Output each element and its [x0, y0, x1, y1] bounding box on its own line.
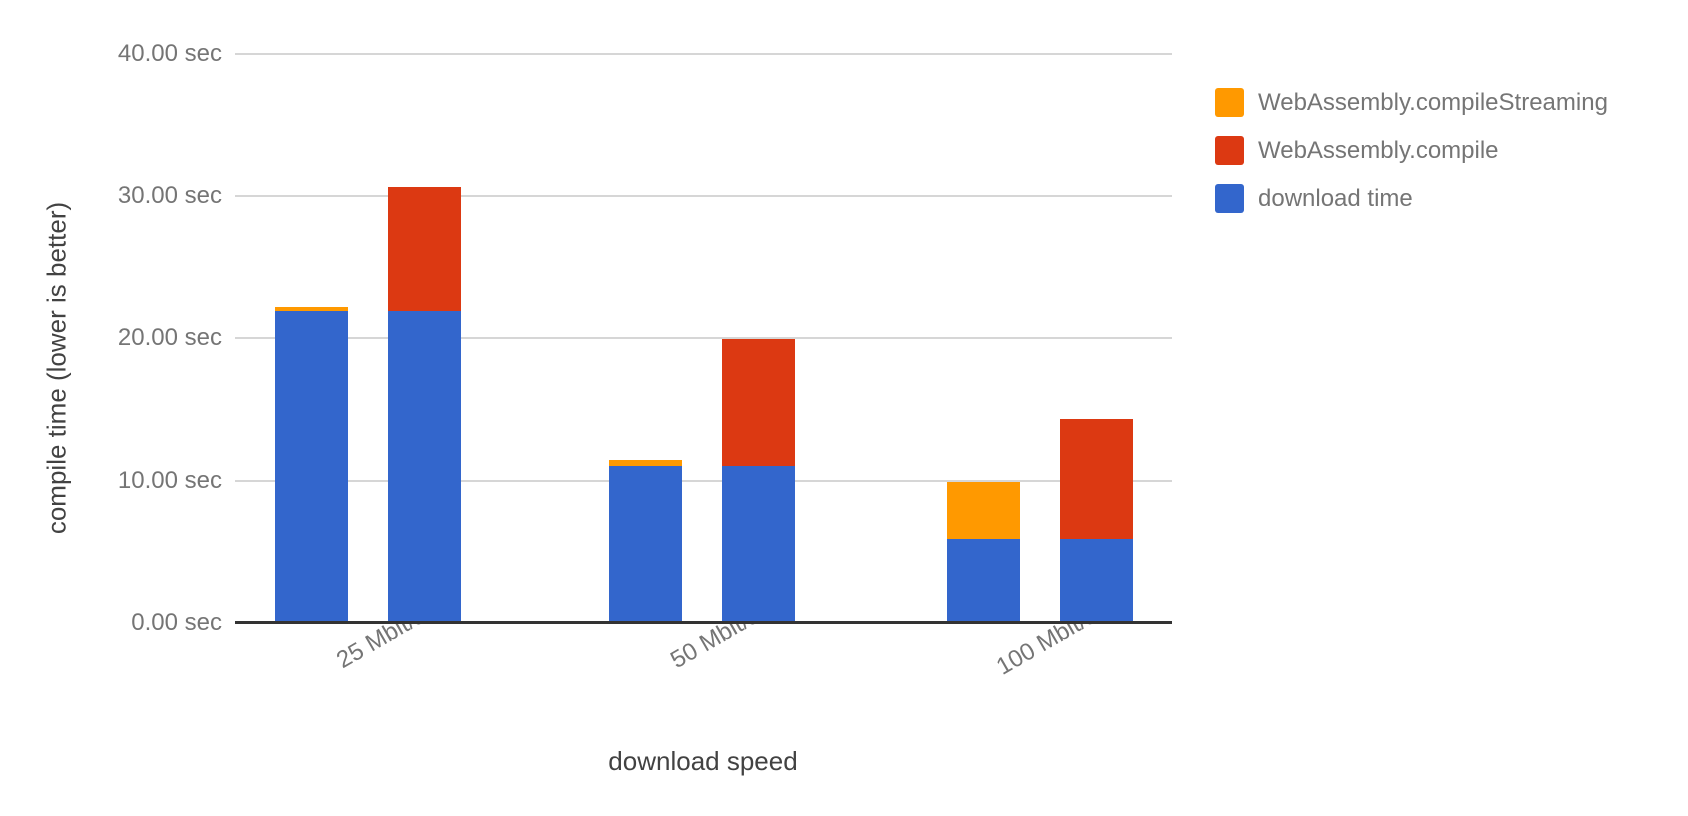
gridline-30: [235, 195, 1172, 197]
x-axis-line: [235, 621, 1172, 624]
gridline-10: [235, 480, 1172, 482]
bar-compile-50-mbit-s: [722, 339, 795, 623]
gridline-40: [235, 53, 1172, 55]
bar-segment-webassembly-compile: [722, 339, 795, 466]
y-tick-10: 10.00 sec: [117, 467, 222, 494]
y-tick-0: 0.00 sec: [131, 609, 222, 636]
legend-item-download-time: download time: [1215, 184, 1608, 213]
plot-area: [235, 53, 1172, 624]
legend-swatch-blue: [1215, 184, 1244, 213]
bar-compile-100-mbit-s: [1060, 419, 1133, 623]
y-tick-20: 20.00 sec: [117, 324, 222, 351]
bar-segment-download-time: [1060, 539, 1133, 623]
legend-swatch-orange: [1215, 88, 1244, 117]
bar-segment-webassembly-compilestreaming: [275, 307, 348, 311]
y-tick-30: 30.00 sec: [117, 182, 222, 209]
bar-streaming-25-mbit-s: [275, 307, 348, 623]
bar-segment-webassembly-compilestreaming: [609, 460, 682, 466]
bar-segment-webassembly-compile: [388, 187, 461, 311]
bar-segment-webassembly-compile: [1060, 419, 1133, 539]
bars-layer: [235, 53, 1172, 623]
legend: WebAssembly.compileStreaming WebAssembly…: [1215, 88, 1608, 232]
legend-label: WebAssembly.compileStreaming: [1258, 89, 1608, 116]
bar-segment-download-time: [609, 466, 682, 623]
legend-swatch-red: [1215, 136, 1244, 165]
bar-segment-download-time: [947, 539, 1020, 623]
bar-segment-webassembly-compilestreaming: [947, 482, 1020, 539]
legend-item-compile: WebAssembly.compile: [1215, 136, 1608, 165]
gridline-20: [235, 337, 1172, 339]
legend-label: WebAssembly.compile: [1258, 137, 1499, 164]
bar-streaming-50-mbit-s: [609, 460, 682, 623]
bar-segment-download-time: [388, 311, 461, 623]
bar-compile-25-mbit-s: [388, 187, 461, 623]
legend-item-compile-streaming: WebAssembly.compileStreaming: [1215, 88, 1608, 117]
bar-streaming-100-mbit-s: [947, 482, 1020, 623]
bar-segment-download-time: [275, 311, 348, 623]
bar-segment-download-time: [722, 466, 795, 623]
y-tick-40: 40.00 sec: [117, 40, 222, 67]
x-axis-title: download speed: [608, 746, 798, 776]
legend-label: download time: [1258, 185, 1413, 212]
